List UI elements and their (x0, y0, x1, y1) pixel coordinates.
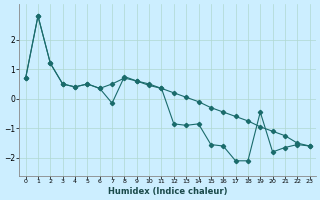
X-axis label: Humidex (Indice chaleur): Humidex (Indice chaleur) (108, 187, 228, 196)
